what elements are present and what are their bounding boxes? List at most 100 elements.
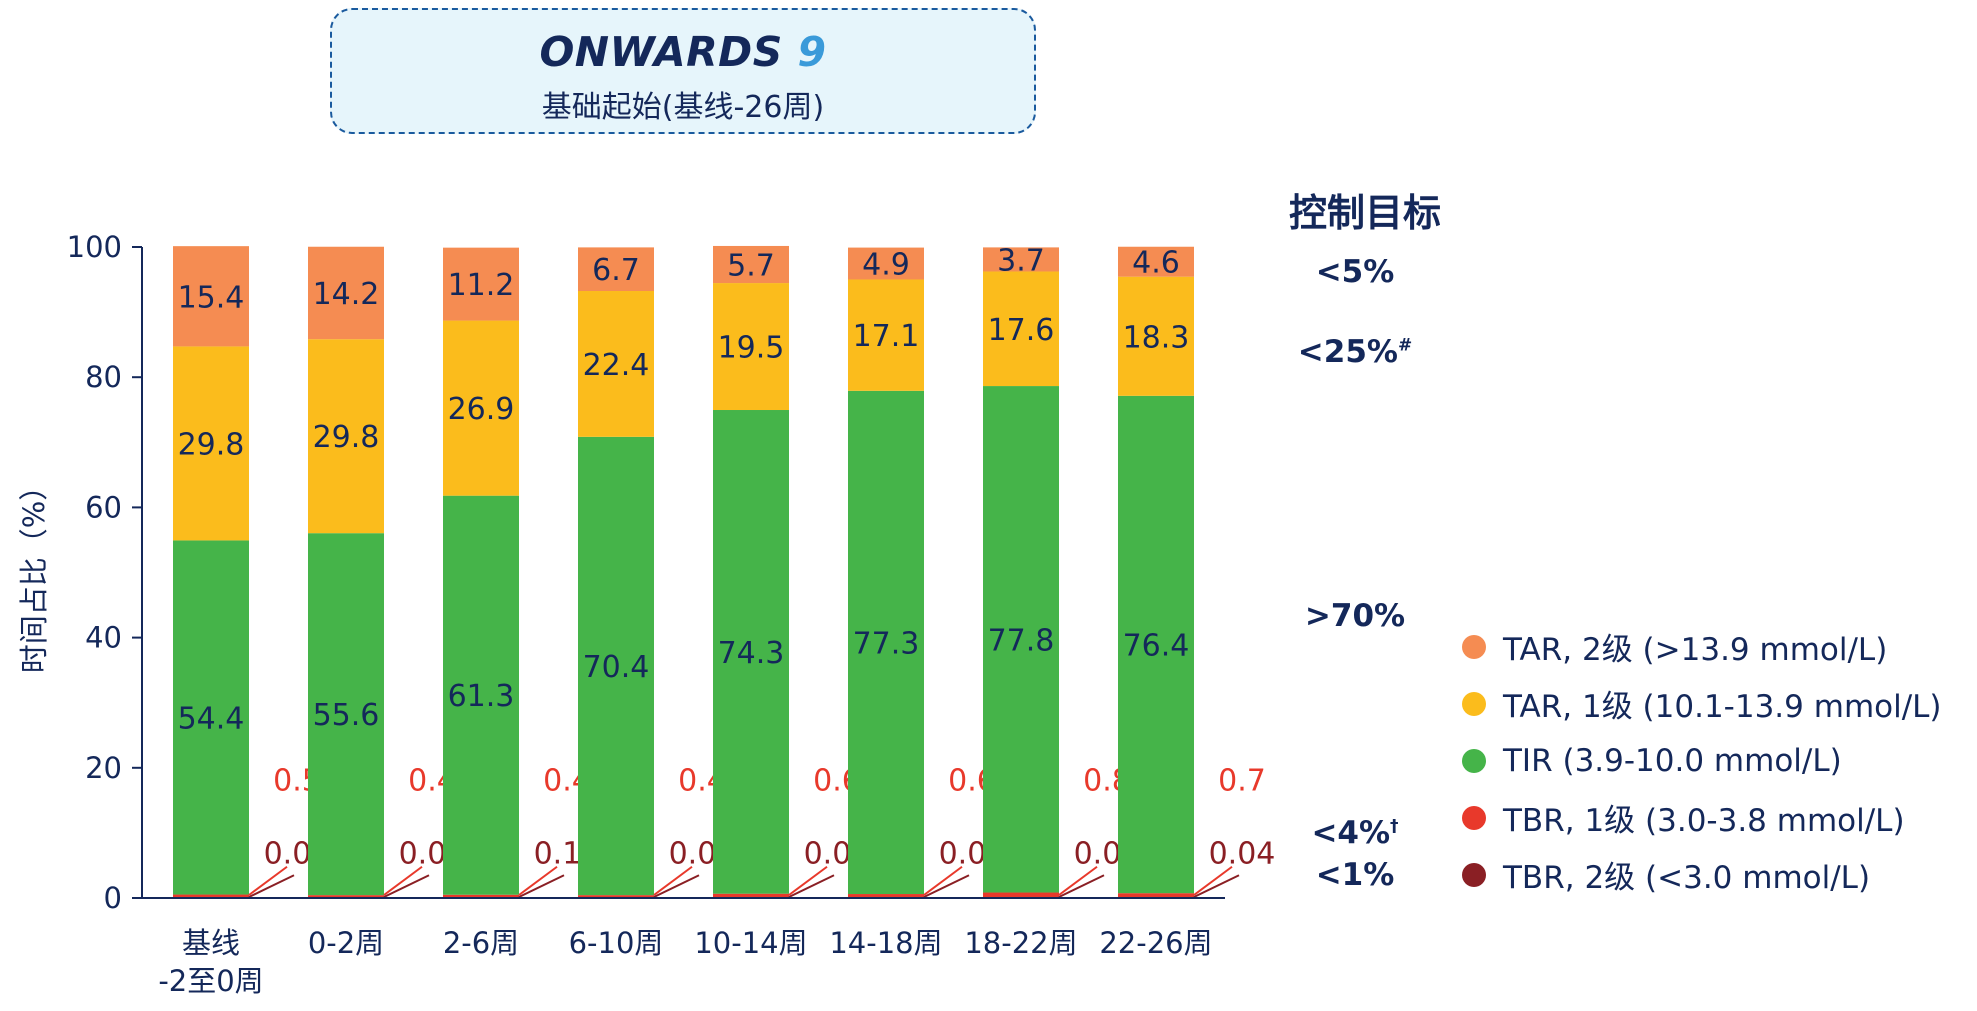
leader-line-tbr2 [923, 874, 970, 898]
bar-segment-tar2 [173, 246, 249, 347]
bar-segment-tar1 [308, 339, 384, 534]
legend-marker-tbr2 [1462, 862, 1486, 887]
leader-line-tbr1 [383, 865, 423, 896]
target-tbr1-footnote: † [1390, 816, 1399, 837]
data-label-tar2: 6.7 [592, 253, 640, 288]
leader-line-tbr1 [653, 865, 693, 896]
data-label-tir: 77.8 [988, 623, 1055, 658]
y-tick-label: 100 [67, 230, 122, 264]
bar-segment-tar1 [173, 346, 249, 541]
bar-segment-tir [308, 533, 384, 896]
legend-marker-tir [1462, 748, 1486, 773]
x-tick-label: -2至0周 [158, 964, 263, 998]
leader-line-tbr2 [248, 874, 295, 898]
y-tick-label: 60 [85, 490, 122, 524]
x-tick-label: 18-22周 [964, 926, 1077, 960]
legend-marker-tar1 [1462, 691, 1486, 716]
bar-segment-tar2 [308, 246, 384, 340]
study-name: ONWARDS [539, 28, 783, 76]
leader-line-tbr2 [653, 874, 700, 898]
x-tick-label: 6-10周 [569, 926, 664, 960]
data-label-tar1: 22.4 [583, 348, 650, 383]
data-label-tir: 70.4 [583, 650, 650, 685]
data-label-tbr1: 0.7 [1218, 764, 1266, 799]
target-tbr1-value: <4% [1311, 815, 1391, 851]
bar-segment-tar1 [713, 283, 789, 411]
leader-line-tbr1 [1058, 865, 1098, 896]
legend-marker-tbr1 [1462, 805, 1486, 830]
bar-segment-tar2 [983, 247, 1059, 272]
data-label-tar1: 29.8 [313, 420, 380, 455]
legend-label-tbr1: TBR, 1级 (3.0-3.8 mmol/L) [1503, 803, 1905, 839]
title-box: ONWARDS 9 基础起始(基线-26周) [330, 8, 1036, 134]
target-tar2: <5% [1270, 254, 1440, 290]
leader-line-tbr1 [248, 865, 288, 896]
bar-segment-tbr1 [173, 894, 249, 898]
bar-segment-tir [983, 386, 1059, 893]
bar-segment-tar2 [848, 247, 924, 280]
bar-segment-tbr1 [578, 895, 654, 898]
bar-segment-tbr1 [443, 894, 519, 898]
data-label-tir: 61.3 [448, 679, 515, 714]
target-tbr2: <1% [1270, 857, 1440, 893]
bar-segment-tar2 [713, 245, 789, 284]
bar-segment-tir [173, 540, 249, 895]
target-tar1-footnote: # [1397, 335, 1413, 356]
x-tick-label: 14-18周 [829, 926, 942, 960]
legend-label-tar2: TAR, 2级 (>13.9 mmol/L) [1503, 632, 1888, 668]
leader-line-tbr2 [788, 874, 835, 898]
bar-segment-tbr1 [308, 895, 384, 898]
bar-segment-tir [578, 436, 654, 896]
leader-line-tbr1 [788, 865, 828, 896]
data-label-tar2: 15.4 [178, 280, 245, 315]
bar-segment-tar1 [983, 271, 1059, 387]
target-tar1-value: <25% [1297, 334, 1398, 370]
target-heading: 控制目标 [1288, 191, 1441, 235]
legend-item-tar1: TAR, 1级 (10.1-13.9 mmol/L) [1462, 675, 1942, 732]
bar-segment-tbr1 [713, 893, 789, 898]
data-label-tar1: 26.9 [448, 392, 515, 427]
legend-marker-tar2 [1462, 634, 1486, 659]
target-tar1: <25%# [1270, 334, 1440, 370]
bar-segment-tbr1 [848, 894, 924, 898]
target-tir: >70% [1270, 598, 1440, 634]
study-number: 9 [797, 28, 827, 76]
legend-item-tir: TIR (3.9-10.0 mmol/L) [1462, 732, 1942, 789]
leader-line-tbr2 [383, 874, 430, 898]
data-label-tar1: 19.5 [718, 331, 785, 366]
target-tir-value: >70% [1304, 598, 1406, 634]
data-label-tar2: 11.2 [448, 268, 515, 303]
bar-segment-tar1 [443, 320, 519, 496]
leader-line-tbr2 [518, 874, 565, 898]
data-label-tar1: 29.8 [178, 427, 245, 462]
data-label-tir: 76.4 [1123, 629, 1190, 664]
target-tar2-value: <5% [1315, 254, 1395, 290]
leader-line-tbr2 [1058, 874, 1105, 898]
legend-item-tbr1: TBR, 1级 (3.0-3.8 mmol/L) [1462, 789, 1942, 846]
bar-segment-tar1 [578, 291, 654, 437]
data-label-tir: 74.3 [718, 636, 785, 671]
bar-segment-tar2 [578, 247, 654, 292]
y-tick-label: 0 [104, 881, 122, 915]
data-label-tar1: 17.1 [853, 319, 920, 354]
chart-title: ONWARDS 9 [332, 28, 1034, 76]
y-axis-label: 时间占比（%） [17, 472, 51, 674]
bar-segment-tar1 [1118, 276, 1194, 396]
x-tick-label: 22-26周 [1099, 926, 1212, 960]
leader-line-tbr1 [923, 865, 963, 896]
x-tick-label: 2-6周 [443, 926, 519, 960]
chart-subtitle: 基础起始(基线-26周) [541, 90, 825, 125]
legend-label-tir: TIR (3.9-10.0 mmol/L) [1503, 742, 1842, 779]
y-tick-label: 20 [85, 751, 122, 785]
data-label-tir: 54.4 [178, 701, 245, 736]
bar-segment-tar2 [1118, 246, 1194, 277]
data-label-tar2: 5.7 [727, 249, 775, 284]
bar-segment-tir [1118, 395, 1194, 894]
legend-item-tbr2: TBR, 2级 (<3.0 mmol/L) [1462, 846, 1942, 903]
leader-line-tbr1 [1193, 865, 1233, 896]
bar-segment-tar1 [848, 279, 924, 391]
legend-item-tar2: TAR, 2级 (>13.9 mmol/L) [1462, 618, 1942, 675]
data-label-tir: 77.3 [853, 626, 920, 661]
bar-segment-tbr1 [1118, 893, 1194, 898]
